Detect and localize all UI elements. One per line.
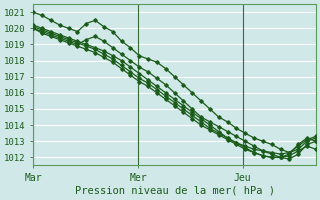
X-axis label: Pression niveau de la mer( hPa ): Pression niveau de la mer( hPa ) xyxy=(75,186,275,196)
